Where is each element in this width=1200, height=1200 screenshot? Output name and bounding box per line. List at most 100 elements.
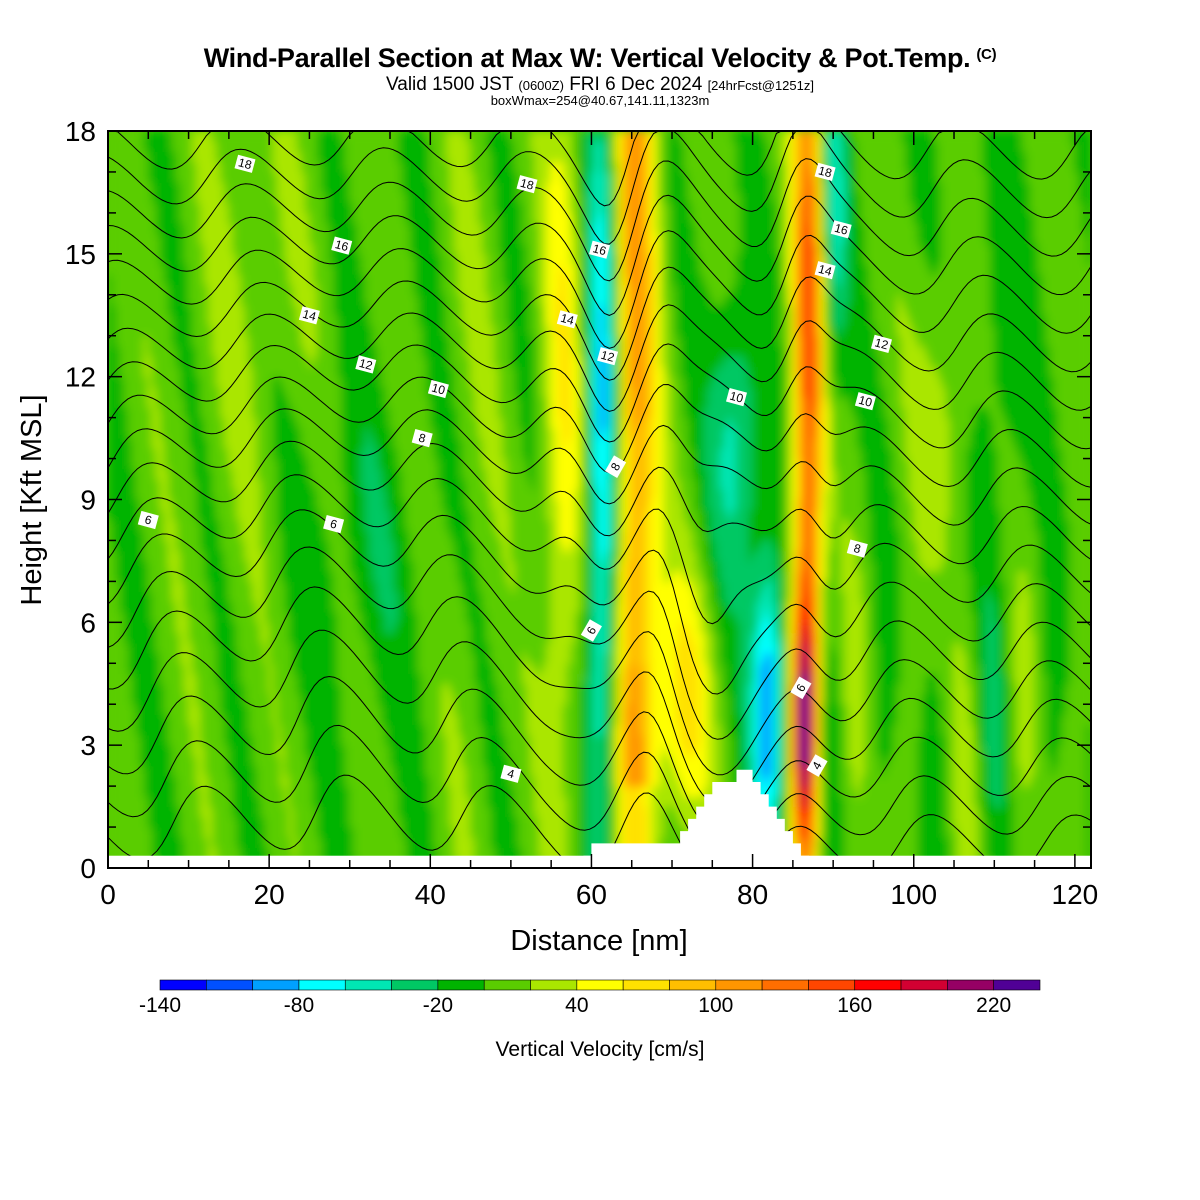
terrain-layer <box>108 769 1091 868</box>
chart-title: Wind-Parallel Section at Max W: Vertical… <box>203 43 997 73</box>
isentrope-label-text: 18 <box>817 163 834 180</box>
colorbar-bin <box>715 979 763 991</box>
isentrope-line <box>108 675 1091 837</box>
isentrope-label: 6 <box>790 676 812 700</box>
x-tick-label: 100 <box>890 879 937 910</box>
x-tick-label: 0 <box>100 879 116 910</box>
isentrope-line <box>108 408 1091 526</box>
isentrope-label-text: 12 <box>358 356 375 373</box>
subtitle-valid: Valid 1500 JST <box>386 74 514 95</box>
y-tick-label: 18 <box>65 116 96 147</box>
title-copyright-mark: (C) <box>976 46 997 63</box>
isentrope-label-text: 10 <box>857 393 874 410</box>
colorbar-tick-labels: -140 -80 -20 40 100 160 220 <box>139 994 1011 1017</box>
isentrope-label: 18 <box>234 154 256 173</box>
isentrope-label: 6 <box>137 510 159 530</box>
isentrope-label: 4 <box>806 754 828 777</box>
isentrope-label: 12 <box>870 334 893 353</box>
colorbar-tick-label: 40 <box>565 994 588 1017</box>
colorbar-bin <box>159 979 207 991</box>
isentrope-labels: 18 18 18 16 16 16 14 14 14 12 12 12 10 10 10 8 8 8 6 6 6 6 4 4 <box>137 154 893 783</box>
chart-subtitle: Valid 1500 JST (0600Z) FRI 6 Dec 2024 [2… <box>0 74 1200 96</box>
colorbar-bin <box>854 979 902 991</box>
velocity-field <box>108 131 1091 868</box>
isentrope-line <box>108 586 1091 776</box>
colorbar-tick-label: -140 <box>139 994 181 1017</box>
isentrope-label-text: 10 <box>430 381 447 398</box>
chart-info-line: boxWmax=254@40.67,141.11,1323m <box>490 93 710 108</box>
colorbar-bin <box>622 979 670 991</box>
isentrope-line <box>108 440 1091 565</box>
isentrope-label: 18 <box>516 175 538 194</box>
isentrope-label-text: 18 <box>519 176 536 193</box>
colorbar-bin <box>761 979 809 991</box>
isentrope-label-text: 16 <box>591 241 608 258</box>
isentrope-label: 14 <box>556 310 578 329</box>
isentrope-label: 8 <box>411 429 433 448</box>
isentrope-label-text: 8 <box>417 430 427 445</box>
isentrope-label-text: 12 <box>599 348 616 365</box>
isentrope-label-text: 10 <box>728 389 745 406</box>
colorbar-label: Vertical Velocity [cm/s] <box>496 1038 705 1061</box>
isentrope-label: 16 <box>588 240 611 259</box>
isentrope-label-text: 6 <box>143 512 153 527</box>
isentrope-label-text: 16 <box>833 221 850 238</box>
colorbar-bin <box>947 979 994 991</box>
isentrope-label: 14 <box>814 261 836 280</box>
colorbar-bin <box>993 979 1041 991</box>
axis-ticks <box>107 130 1091 869</box>
subtitle-forecast: [24hrFcst@1251z] <box>707 78 814 93</box>
isentrope-label: 10 <box>427 379 449 399</box>
ground-strip <box>108 855 1091 868</box>
x-tick-label: 80 <box>737 879 768 910</box>
isentrope-line <box>108 509 1091 695</box>
isentrope-line <box>108 546 1091 740</box>
colorbar-bin <box>391 979 439 991</box>
x-tick-label: 20 <box>254 879 285 910</box>
isentrope-line <box>108 131 1091 207</box>
isentrope-label-text: 16 <box>333 237 350 254</box>
colorbar-tick-label: 220 <box>976 994 1011 1017</box>
isentrope-label: 12 <box>355 355 377 374</box>
colorbar-bin <box>344 979 392 991</box>
isentrope-label: 6 <box>323 515 345 534</box>
isentrope-label: 18 <box>814 162 836 181</box>
terrain-profile <box>575 769 809 868</box>
isentrope-label-text: 14 <box>817 262 834 279</box>
isentrope-label-text: 14 <box>301 307 318 324</box>
colorbar-tick-label: -80 <box>284 994 314 1017</box>
x-axis-label: Distance [nm] <box>510 925 687 957</box>
y-axis-label: Height [Kft MSL] <box>16 394 48 605</box>
isentrope-label: 10 <box>725 388 748 407</box>
colorbar-bin <box>206 979 253 991</box>
colorbar-tick-label: -20 <box>423 994 453 1017</box>
isentrope-label: 16 <box>331 236 353 255</box>
isentrope-label: 4 <box>500 764 522 783</box>
isentrope-label: 8 <box>605 455 627 478</box>
isentrope-label: 14 <box>298 306 320 325</box>
colorbar-bin <box>252 979 300 991</box>
isentrope-label-text: 6 <box>329 516 339 531</box>
isentrope-line <box>108 266 1091 381</box>
x-tick-label: 40 <box>415 879 446 910</box>
colorbar-bin <box>437 979 485 991</box>
y-tick-label: 3 <box>80 730 96 761</box>
isentrope-line <box>108 474 1091 625</box>
isentrope-label-text: 4 <box>506 766 516 781</box>
colorbar-bin <box>808 979 856 991</box>
colorbar-bin <box>298 979 346 991</box>
isentrope-line <box>108 131 1091 245</box>
colorbar-tick-label: 100 <box>698 994 733 1017</box>
colorbar <box>159 979 1041 991</box>
y-tick-label: 6 <box>80 607 96 638</box>
subtitle-zulu: (0600Z) <box>518 78 564 93</box>
isentrope-line <box>108 629 1091 808</box>
isentrope-label: 16 <box>830 220 852 239</box>
x-tick-label: 60 <box>576 879 607 910</box>
x-tick-labels: 0 20 40 60 80 100 120 <box>100 879 1098 910</box>
isentrope-label-text: 18 <box>237 155 254 172</box>
isentrope-label: 12 <box>597 347 619 366</box>
y-tick-labels: 0 3 6 9 12 15 18 <box>65 116 96 884</box>
isentrope-label-text: 8 <box>852 541 862 556</box>
